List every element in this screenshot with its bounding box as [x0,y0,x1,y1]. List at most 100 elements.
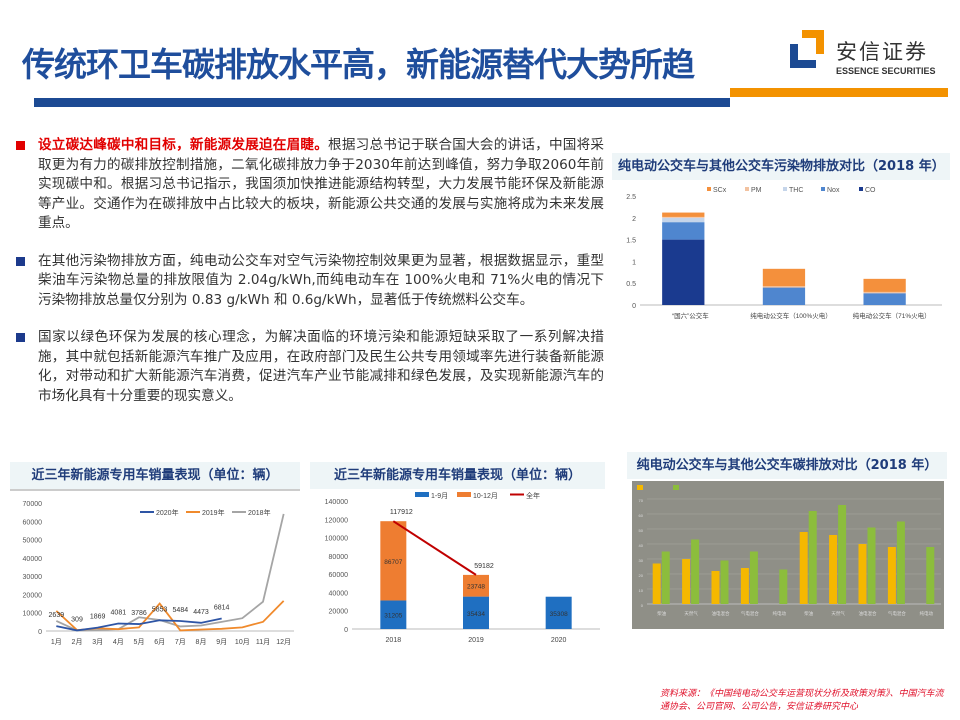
y-tick-label: 70000 [23,501,43,508]
legend-swatch [673,485,679,490]
x-tick-label: 纯电动公交车（71%火电） [853,311,931,320]
y-tick-label: 2.5 [626,194,636,201]
bar [887,547,896,604]
bar-segment [662,216,705,218]
data-label: 5484 [173,607,189,614]
y-tick-label: 40000 [329,590,349,597]
page-title: 传统环卫车碳排放水平高，新能源替代大势所趋 [22,45,695,84]
monthly-chart-panel: 近三年新能源专用车销量表现（单位：辆） 0 10000 20000 30000 4000… [10,462,300,655]
source-note: 资料来源：《中国纯电动公交车运营现状分析及政策对策》、中国汽车流通协会、公司官网… [660,689,944,712]
bullet-highlight: 设立碳达峰碳中和目标，新能源发展迫在眉睫。 [38,137,329,153]
legend-swatch [783,187,787,191]
data-label: 309 [71,616,83,623]
legend-label: CO [865,187,876,194]
x-tick-label: 12月 [276,638,291,646]
legend-swatch [859,187,863,191]
bullet-text: 国家以绿色环保为发展的核心理念，为解决面临的环境污染和能源短缺采取了一系列解决措… [38,329,604,404]
y-tick-label: 60000 [329,572,349,579]
pollutant-chart-panel: 纯电动公交车与其他公交车污染物排放对比（2018 年） 0 0.5 1 1.5 2 2.5… [612,153,950,339]
data-label: 23748 [467,584,485,591]
data-label: 6814 [214,605,230,612]
chart-title: 纯电动公交车与其他公交车污染物排放对比（2018 年） [612,153,950,180]
bar [867,527,876,604]
series-line [55,513,285,632]
bar [682,559,691,604]
x-tick-label: 天然气 [831,610,845,617]
carbon-chart-panel: 纯电动公交车与其他公交车碳排放对比（2018 年） 0 10 20 30 40 50 60 7… [627,452,947,638]
y-tick-label: 140000 [325,499,348,506]
bullet-list: 设立碳达峰碳中和目标，新能源发展迫在眉睫。根据习总书记于联合国大会的讲话，中国将… [14,136,604,424]
bar-segment [662,239,705,305]
legend-swatch [821,187,825,191]
legend-swatch [707,187,711,191]
x-tick-label: 气电混合 [741,610,759,617]
header-divider-blue [34,98,730,107]
bullet-square-icon [16,256,25,266]
x-tick-label: 2018 [386,637,402,644]
y-tick-label: 20000 [329,609,349,616]
bar-segment [463,596,489,629]
x-tick-label: 纯电动公交车（100%火电） [750,311,832,320]
data-label: 4473 [193,609,209,616]
bar [749,551,758,604]
header-divider-orange [730,88,948,97]
y-tick-label: 70 [639,498,644,503]
data-label: 31205 [384,613,402,620]
y-tick-label: 10000 [23,611,43,618]
data-label: 2639 [49,612,65,619]
x-tick-label: 2019 [468,637,484,644]
y-tick-label: 20000 [23,592,43,599]
x-tick-label: 10月 [235,638,250,646]
bar-segment [762,287,806,305]
data-label: 1869 [90,614,106,621]
monthly-sales-chart: 0 10000 20000 30000 40000 50000 60000 70000 1月 2月… [23,501,294,646]
y-tick-label: 50000 [23,538,43,545]
legend-label: 2018年 [248,508,271,517]
x-tick-label: 1月 [51,638,62,646]
legend-swatch [745,187,749,191]
bar-segment [762,286,806,288]
bar-segment [380,600,407,629]
bar-segment [463,574,489,597]
legend-label: 10-12月 [473,492,498,500]
x-tick-label: 油电混合 [859,610,877,617]
y-tick-label: 60 [639,513,644,518]
x-tick-label: 6月 [154,638,165,646]
y-tick-label: 10 [639,588,644,593]
logo-mark-icon [790,30,824,68]
bullet-item: 在其他污染物排放方面，纯电动公交车对空气污染物控制效果更为显著，根据数据显示，重… [14,252,604,311]
data-label: 59182 [474,563,494,570]
y-tick-label: 1 [632,259,636,266]
bar [808,511,817,604]
y-tick-label: 0 [344,627,348,634]
legend-swatch [637,485,643,490]
bar [652,563,661,604]
legend-label: 1-9月 [431,492,448,500]
x-tick-label: 3月 [92,638,103,646]
y-tick-label: 0.5 [626,281,636,288]
bar [691,539,700,604]
x-tick-label: 柴油 [657,610,666,617]
legend-label: 2019年 [202,508,225,517]
series-line [56,617,222,632]
legend-label: 全年 [526,491,540,500]
chart-title: 近三年新能源专用车销量表现（单位：辆） [10,462,300,491]
bar [838,505,847,604]
data-label: 3786 [131,610,147,617]
chart-title: 纯电动公交车与其他公交车碳排放对比（2018 年） [627,452,947,479]
bullet-text: 在其他污染物排放方面，纯电动公交车对空气污染物控制效果更为显著，根据数据显示，重… [38,252,604,308]
legend-label: 2020年 [156,508,179,517]
x-tick-label: 纯电动 [773,610,787,617]
y-tick-label: 0 [38,629,42,636]
bar-segment [863,291,906,294]
bar [799,532,808,604]
y-tick-label: 20 [639,573,644,578]
x-tick-label: 柴油 [804,610,813,617]
y-tick-label: 40 [639,543,644,548]
x-tick-label: 7月 [175,638,186,646]
company-logo: 安信证券 ESSENCE SECURITIES [780,22,960,84]
bullet-text: 根据习总书记于联合国大会的讲话，中国将采取更为有力的碳排放控制措施，二氧化碳排放… [38,137,605,231]
logo-en: ESSENCE SECURITIES [836,66,936,76]
y-tick-label: 60000 [23,519,43,526]
bar-segment [662,222,705,240]
